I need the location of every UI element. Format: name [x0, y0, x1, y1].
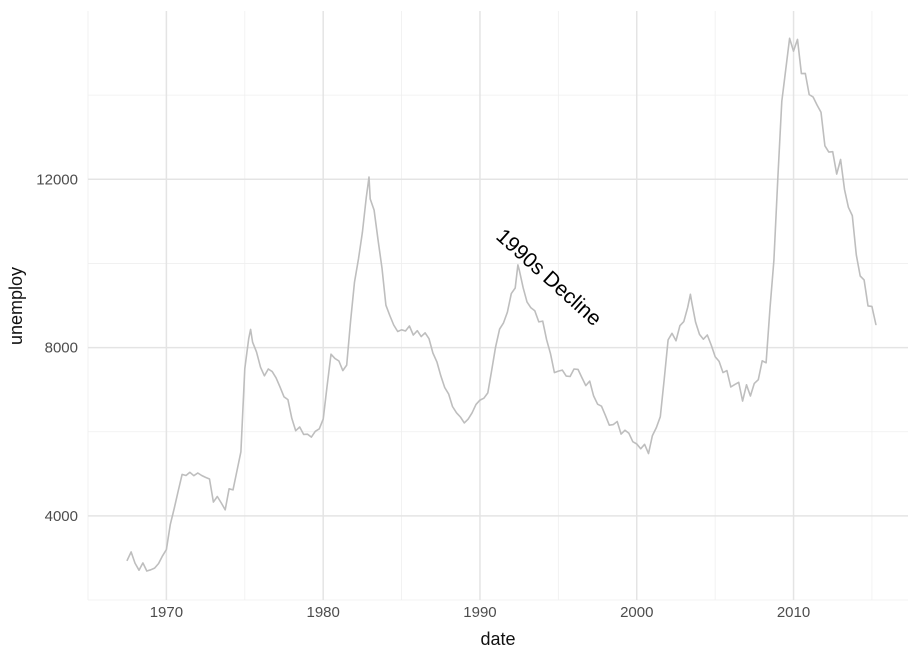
x-tick-label: 1980 [306, 604, 339, 621]
x-tick-label: 1970 [150, 604, 183, 621]
x-axis-title: date [480, 629, 515, 649]
x-axis-tick-labels: 1970 1980 1990 2000 2010 [150, 604, 811, 621]
y-axis-title: unemploy [6, 267, 26, 345]
x-tick-label: 1990 [463, 604, 496, 621]
x-tick-label: 2010 [777, 604, 810, 621]
gridlines-minor [87, 11, 908, 601]
series-line-unemploy [126, 37, 877, 572]
y-tick-label: 4000 [45, 508, 78, 525]
y-axis-tick-labels: 4000 8000 12000 [36, 171, 78, 525]
x-tick-label: 2000 [620, 604, 653, 621]
gridlines-major [88, 11, 908, 600]
y-tick-label: 12000 [36, 171, 78, 188]
y-tick-label: 8000 [45, 340, 78, 357]
